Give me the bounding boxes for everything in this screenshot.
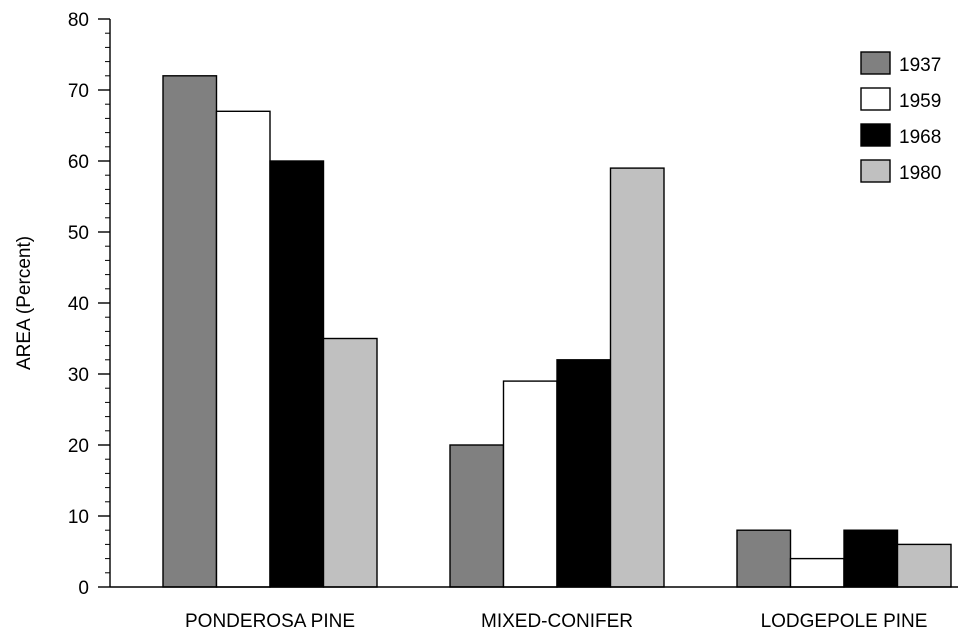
y-tick-label: 50 [68,223,89,244]
y-axis: 0 10 20 30 40 50 60 70 80 [68,10,958,599]
bar-mixed-conifer-1980 [609,167,665,588]
bar-ponderosa-pine-1959 [215,110,271,588]
y-axis-title: AREA (Percent) [14,236,35,370]
bar-lodgepole-pine-1937 [736,529,792,588]
legend-swatch [860,159,891,183]
x-axis-labels: PONDEROSA PINE MIXED-CONIFER LODGEPOLE PIN… [185,611,927,632]
legend-label: 1968 [899,127,941,148]
bar-lodgepole-pine-1980 [896,543,952,588]
y-tick-label: 10 [68,507,89,528]
y-tick-label: 20 [68,436,89,457]
legend-swatch [860,51,891,75]
bar-ponderosa-pine-1937 [162,75,218,588]
bars-layer [162,75,952,588]
bar-lodgepole-pine-1959 [789,557,845,588]
bar-ponderosa-pine-1980 [322,337,378,588]
legend-swatch [860,87,891,111]
y-tick-label: 70 [68,81,89,102]
legend-label: 1937 [899,55,941,76]
bar-mixed-conifer-1937 [449,444,505,588]
x-category-label: MIXED-CONIFER [481,611,633,632]
y-tick-label: 60 [68,152,89,173]
y-tick-label: 30 [68,365,89,386]
legend-label: 1980 [899,163,941,184]
y-tick-label: 0 [78,578,89,599]
y-tick-label: 80 [68,10,89,31]
bar-mixed-conifer-1968 [556,359,612,588]
x-category-label: PONDEROSA PINE [185,611,355,632]
legend-swatch [860,123,891,147]
x-category-label: LODGEPOLE PINE [761,611,928,632]
y-tick-label: 40 [68,294,89,315]
bar-mixed-conifer-1959 [502,380,558,588]
legend: 1937 1959 1968 1980 [860,51,941,184]
bar-ponderosa-pine-1968 [269,160,325,588]
legend-label: 1959 [899,91,941,112]
bar-lodgepole-pine-1968 [843,529,899,588]
